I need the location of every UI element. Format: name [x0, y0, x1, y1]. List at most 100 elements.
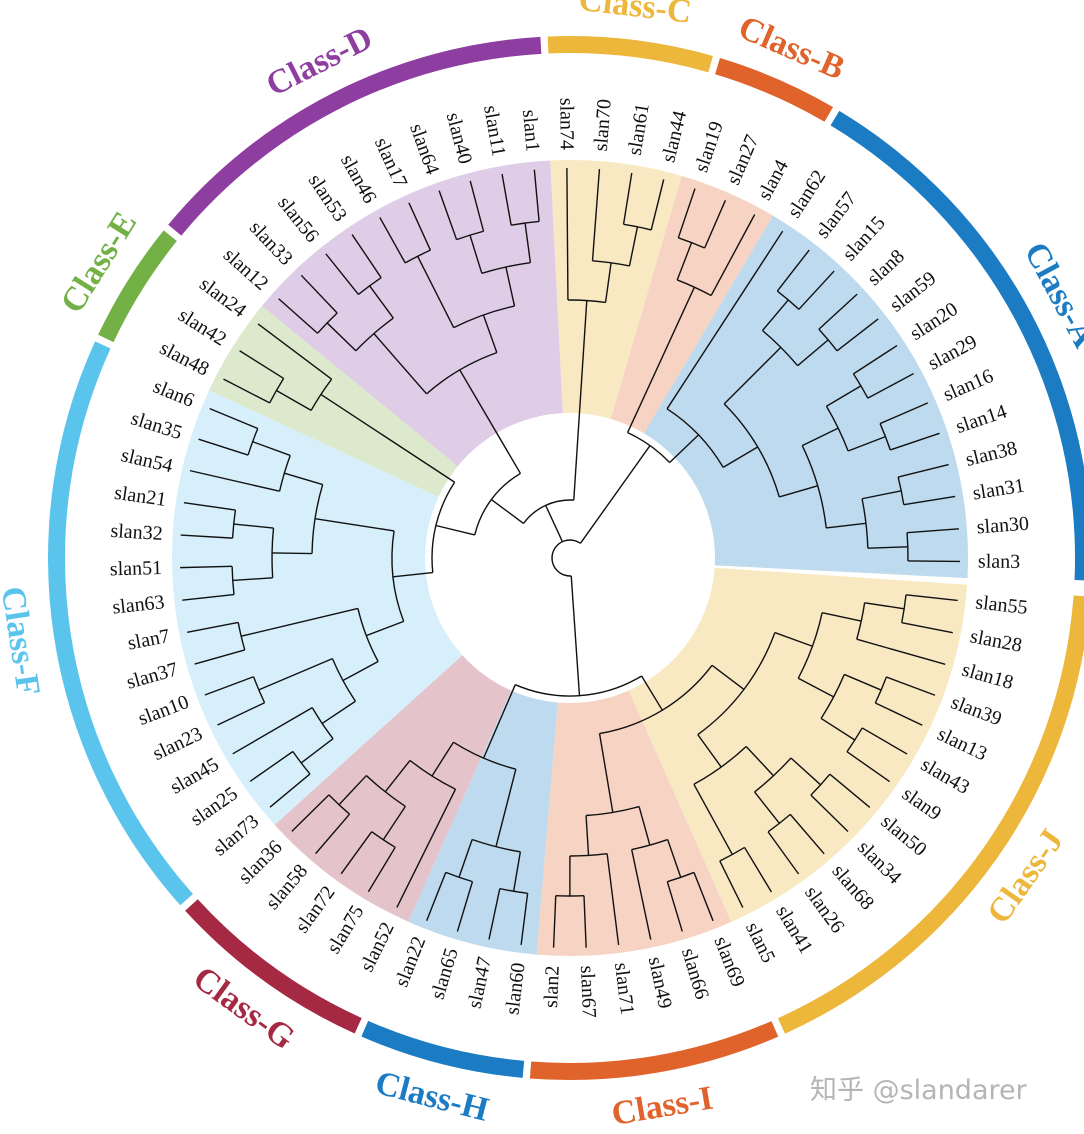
- leaf-label-slan60: slan60: [501, 961, 529, 1016]
- leaf-label-slan16: slan16: [940, 365, 997, 406]
- leaf-label-slan21: slan21: [113, 482, 168, 511]
- node-stem-f2: [284, 472, 323, 486]
- branch-slan8: [818, 293, 858, 330]
- node-stem-d2: [505, 266, 516, 307]
- class-label-Class-C: Class-C: [577, 0, 694, 31]
- leaf-label-slan38: slan38: [963, 437, 1019, 471]
- node-stem-nGH: [482, 684, 516, 759]
- leaf-label-slan30: slan30: [976, 513, 1030, 539]
- leaf-label-slan52: slan52: [356, 919, 399, 976]
- leaf-label-slan47: slan47: [464, 955, 496, 1011]
- leaf-label-slan3: slan3: [978, 551, 1020, 573]
- leaf-label-slan70: slan70: [590, 98, 616, 152]
- node-arc-j9: [874, 676, 888, 704]
- node-arc-a7: [879, 423, 891, 451]
- node-stem-a9: [723, 346, 782, 405]
- leaf-label-slan71: slan71: [610, 961, 638, 1016]
- leaf-label-slan27: slan27: [722, 132, 763, 189]
- node-stem-g3: [382, 806, 406, 841]
- node-stem-j1: [697, 734, 722, 768]
- node-stem-f1: [314, 518, 395, 532]
- node-stem-a1: [722, 446, 758, 468]
- leaf-label-slan66: slan66: [677, 946, 713, 1002]
- branch-slan17: [408, 202, 432, 251]
- node-stem-nIJ: [640, 675, 663, 711]
- node-stem-f11: [321, 700, 356, 725]
- leaf-label-slan64: slan64: [405, 121, 443, 178]
- leaf-label-slan41: slan41: [771, 902, 817, 958]
- node-arc-nGH: [453, 741, 517, 770]
- leaf-label-slan1: slan1: [518, 109, 544, 153]
- node-stem-nC: [573, 300, 588, 501]
- leaf-label-slan14: slan14: [953, 400, 1010, 438]
- node-stem-i1: [585, 815, 590, 856]
- branch-slan28: [901, 621, 953, 634]
- branch-slan23: [217, 702, 265, 726]
- node-stem-j10: [821, 611, 862, 622]
- node-arc-f6: [231, 566, 235, 595]
- ring-Class-D: [168, 36, 542, 236]
- node-stem-h2: [512, 851, 522, 892]
- fan-Class-J: [628, 567, 968, 922]
- node-stem-a8: [826, 385, 862, 407]
- node-stem-nJ: [711, 664, 745, 690]
- branch-slan59: [836, 318, 879, 352]
- node-arc-a5: [897, 476, 905, 505]
- branch-slan24: [257, 323, 333, 380]
- branch-slan9: [846, 751, 890, 783]
- leaf-label-slan55: slan55: [974, 591, 1028, 619]
- branch-slan74: [566, 168, 569, 301]
- leaf-label-slan19: slan19: [690, 119, 728, 176]
- node-arc-j10: [856, 602, 866, 640]
- node-stem-d5: [417, 255, 455, 329]
- leaf-label-slan6: slan6: [150, 375, 197, 411]
- node-stem-d7: [369, 285, 394, 319]
- branch-slan53: [351, 234, 382, 279]
- branch-slan57: [776, 249, 810, 292]
- leaf-label-slan18: slan18: [960, 659, 1016, 694]
- node-stem-j4: [754, 791, 780, 824]
- fan-Class-F: [172, 390, 463, 825]
- node-stem-f9: [342, 660, 379, 682]
- class-label-Class-F: Class-F: [0, 584, 47, 698]
- node-stem-nDEF: [490, 498, 524, 524]
- node-stem-f10: [258, 657, 333, 691]
- node-arc-d6: [355, 317, 394, 352]
- node-stem-g1: [384, 759, 411, 793]
- branch-slan51: [180, 565, 233, 569]
- leaf-label-slan23: slan23: [149, 723, 206, 765]
- node-stem-nA: [669, 434, 699, 464]
- node-arc-i3: [631, 838, 668, 851]
- node-arc-g1: [365, 775, 406, 807]
- leaf-label-slan40: slan40: [442, 110, 477, 166]
- branch-slan35: [198, 438, 249, 456]
- node-arc-f5: [231, 509, 237, 539]
- leaf-label-slan74: slan74: [555, 98, 577, 150]
- node-stem-a4: [867, 546, 908, 549]
- branch-slan39: [886, 676, 936, 696]
- node-stem-a10: [797, 339, 829, 367]
- node-stem-a3: [826, 522, 867, 529]
- branch-slan22: [426, 872, 447, 921]
- node-arc-f2: [278, 455, 291, 492]
- node-stem-a7: [847, 435, 886, 452]
- branch-slan38: [897, 463, 949, 478]
- node-stem-j11: [864, 602, 905, 610]
- node-arc-j6: [797, 612, 823, 679]
- node-stem-nH: [495, 768, 517, 847]
- branch-slan63: [182, 593, 235, 601]
- branch-slan62: [666, 230, 784, 410]
- leaf-label-slan69: slan69: [709, 934, 749, 991]
- node-stem-c1: [604, 262, 612, 303]
- leaf-label-slan51: slan51: [110, 557, 163, 580]
- node-stem-b1: [676, 242, 693, 281]
- leaf-label-slan11: slan11: [479, 104, 510, 159]
- leaf-label-slan75: slan75: [323, 902, 369, 958]
- node-stem-i3: [638, 806, 651, 846]
- ring-Class-J: [777, 595, 1084, 1034]
- node-stem-f5: [233, 523, 274, 529]
- branch-slan25: [249, 750, 294, 782]
- leaf-label-slan42: slan42: [174, 304, 230, 350]
- branch-slan4: [710, 214, 756, 296]
